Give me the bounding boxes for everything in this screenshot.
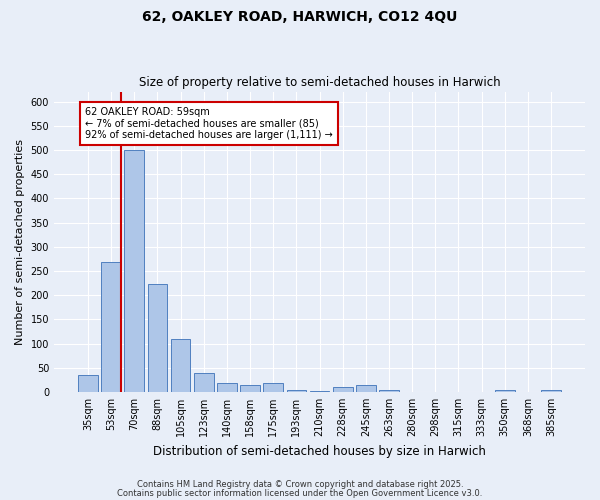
Y-axis label: Number of semi-detached properties: Number of semi-detached properties	[15, 139, 25, 345]
Text: Contains public sector information licensed under the Open Government Licence v3: Contains public sector information licen…	[118, 489, 482, 498]
Bar	[541, 390, 561, 392]
Text: 62 OAKLEY ROAD: 59sqm
← 7% of semi-detached houses are smaller (85)
92% of semi-: 62 OAKLEY ROAD: 59sqm ← 7% of semi-detac…	[85, 106, 333, 140]
Bar	[148, 284, 167, 392]
Bar	[217, 383, 237, 392]
Text: 62, OAKLEY ROAD, HARWICH, CO12 4QU: 62, OAKLEY ROAD, HARWICH, CO12 4QU	[142, 10, 458, 24]
Bar	[379, 390, 399, 392]
Bar	[78, 375, 98, 392]
Bar	[171, 339, 190, 392]
Title: Size of property relative to semi-detached houses in Harwich: Size of property relative to semi-detach…	[139, 76, 500, 90]
X-axis label: Distribution of semi-detached houses by size in Harwich: Distribution of semi-detached houses by …	[153, 444, 486, 458]
Text: Contains HM Land Registry data © Crown copyright and database right 2025.: Contains HM Land Registry data © Crown c…	[137, 480, 463, 489]
Bar	[495, 390, 515, 392]
Bar	[101, 262, 121, 392]
Bar	[263, 383, 283, 392]
Bar	[356, 384, 376, 392]
Bar	[240, 384, 260, 392]
Bar	[287, 390, 306, 392]
Bar	[333, 386, 353, 392]
Bar	[124, 150, 144, 392]
Bar	[194, 372, 214, 392]
